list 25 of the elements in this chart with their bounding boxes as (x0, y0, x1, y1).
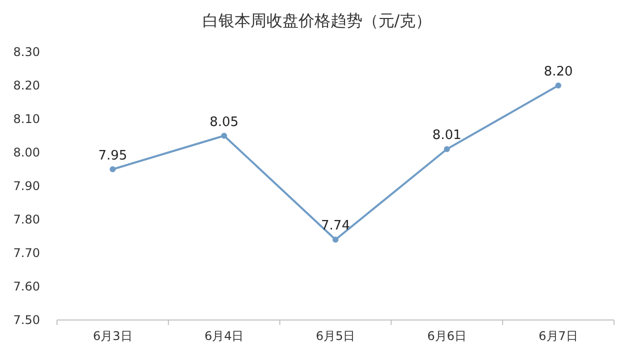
y-tick-label: 7.60 (13, 280, 40, 294)
y-tick-label: 8.30 (13, 45, 40, 59)
data-label: 7.95 (98, 148, 128, 164)
y-tick-label: 8.10 (13, 112, 40, 126)
data-label: 7.74 (321, 218, 350, 234)
y-tick-label: 8.20 (13, 78, 40, 92)
y-tick-label: 7.90 (13, 179, 40, 193)
x-tick-label: 6月4日 (204, 329, 244, 343)
point (110, 166, 116, 172)
data-label: 8.01 (432, 128, 462, 144)
point (221, 132, 228, 139)
x-tick-label: 6月6日 (427, 329, 467, 343)
data-label: 8.20 (544, 64, 573, 80)
point (444, 146, 450, 152)
y-tick-label: 7.70 (13, 246, 40, 260)
x-tick-label: 6月3日 (93, 329, 132, 343)
chart-title: 白银本周收盘价格趋势（元/克） (202, 11, 432, 30)
y-tick-label: 7.50 (13, 313, 40, 327)
x-tick-label: 6月5日 (316, 329, 356, 343)
point (555, 82, 562, 88)
y-tick-label: 8.00 (13, 146, 40, 160)
data-label: 8.05 (210, 114, 239, 130)
point (332, 236, 338, 243)
x-tick-label: 6月7日 (538, 329, 578, 343)
y-tick-label: 7.80 (13, 212, 40, 226)
